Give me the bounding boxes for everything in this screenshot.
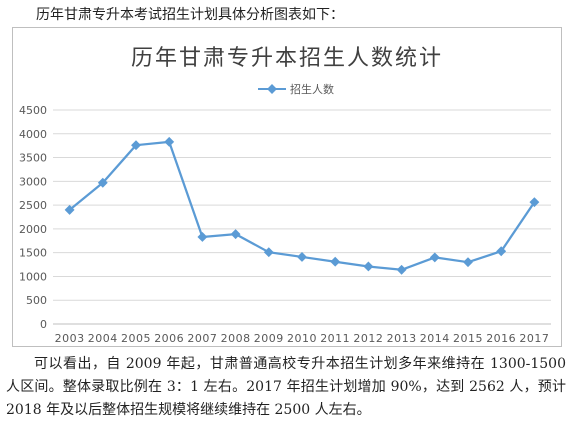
y-tick-label: 4500: [19, 104, 47, 117]
y-tick-label: 0: [40, 318, 47, 331]
data-point: [330, 256, 341, 267]
conclusion-text: 可以看出，自 2009 年起，甘肃普通高校专升本招生计划多年来维持在 1300-…: [6, 356, 566, 418]
legend-label: 招生人数: [290, 83, 334, 96]
x-tick-label: 2003: [55, 332, 85, 345]
y-tick-label: 3000: [19, 175, 47, 188]
x-tick-label: 2008: [221, 332, 251, 345]
chart-frame: 历年甘肃专升本招生人数统计 招生人数 0 500 1000 1500 2000 2500 3…: [12, 27, 562, 347]
data-point: [429, 252, 440, 263]
data-point: [131, 140, 141, 151]
x-tick-label: 2007: [187, 332, 217, 345]
data-point: [396, 264, 407, 275]
data-point: [164, 136, 175, 147]
intro-text: 历年甘肃专升本考试招生计划具体分析图表如下：: [36, 7, 344, 23]
data-point: [97, 177, 108, 188]
data-point: [496, 246, 507, 257]
y-tick-label: 2500: [19, 199, 47, 212]
chart-legend: 招生人数: [258, 81, 334, 97]
x-tick-label: 2015: [453, 332, 483, 345]
x-tick-label: 2013: [387, 332, 417, 345]
data-point: [197, 232, 208, 242]
x-tick-label: 2009: [254, 332, 284, 345]
data-point: [297, 251, 307, 262]
data-point: [64, 204, 75, 215]
y-tick-label: 2000: [19, 223, 47, 236]
chart-title: 历年甘肃专升本招生人数统计: [130, 46, 443, 71]
legend-swatch: [258, 84, 286, 94]
x-tick-label: 2004: [88, 332, 118, 345]
data-point: [230, 229, 241, 240]
y-tick-label: 3500: [19, 152, 47, 165]
y-tick-label: 1500: [19, 247, 47, 260]
x-tick-label: 2010: [287, 332, 317, 345]
y-tick-label: 1000: [19, 270, 47, 283]
x-tick-label: 2005: [121, 332, 151, 345]
x-tick-label: 2016: [486, 332, 516, 345]
y-tick-label: 500: [26, 294, 47, 307]
data-point: [463, 257, 473, 268]
chart-plot: 0 500 1000 1500 2000 2500 3000 3500 4000 4500 2003…: [19, 104, 551, 345]
x-tick-label: 2006: [154, 332, 184, 345]
data-point: [263, 247, 274, 258]
x-tick-label: 2017: [519, 332, 549, 345]
data-point: [363, 261, 374, 272]
x-tick-label: 2012: [353, 332, 383, 345]
x-tick-label: 2011: [320, 332, 350, 345]
series-line: [68, 140, 536, 271]
y-tick-label: 4000: [19, 128, 47, 141]
x-tick-label: 2014: [420, 332, 450, 345]
data-point: [529, 197, 540, 208]
